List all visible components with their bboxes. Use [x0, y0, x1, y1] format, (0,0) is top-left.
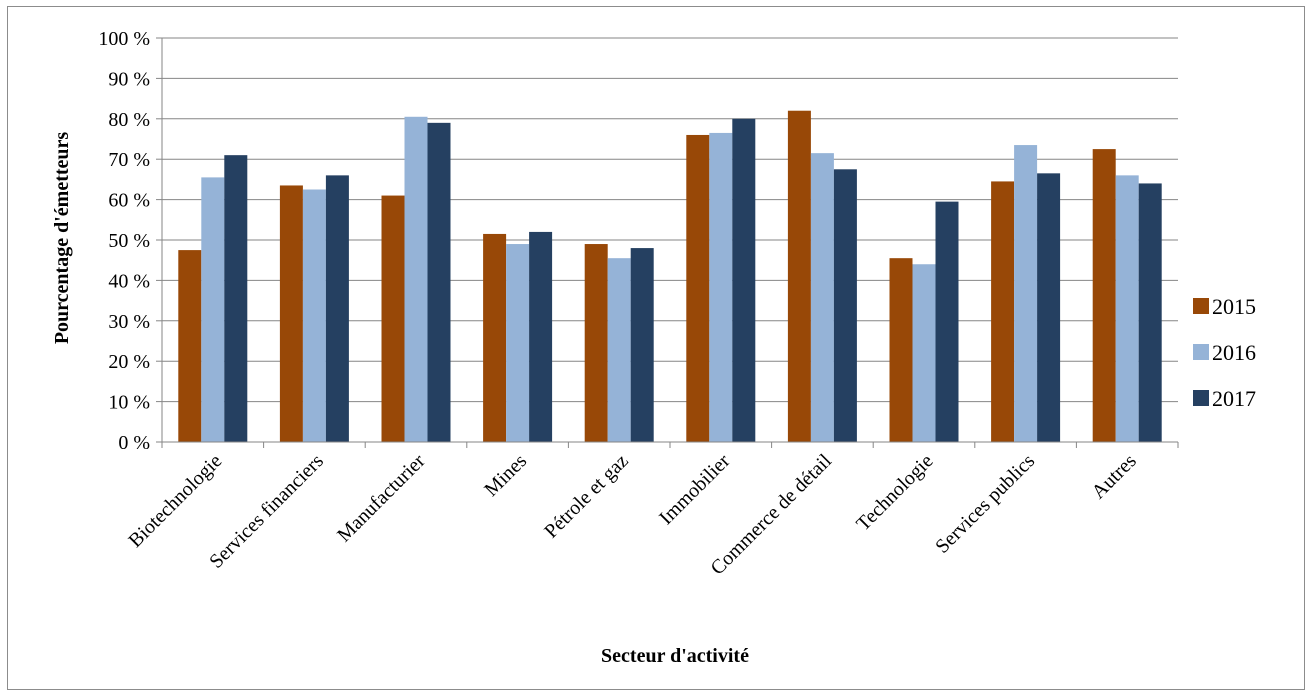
bar-2015 — [178, 250, 202, 442]
bar-2017 — [732, 118, 756, 443]
y-tick-labels: 0 % 10 % 20 % 30 % 40 % 50 % 60 % 70 % 80 % 90 % 1… — [98, 28, 150, 454]
bar-2017 — [224, 155, 248, 442]
legend: 2015 2016 2017 — [1193, 294, 1256, 411]
bar-2017 — [833, 169, 857, 443]
bar-2015 — [686, 134, 710, 442]
x-tick-label: Biotechnologie — [124, 450, 226, 552]
y-tick-label: 80 % — [108, 109, 150, 131]
legend-label-2016: 2016 — [1212, 340, 1256, 365]
bar-2016 — [404, 116, 428, 442]
bar-2016 — [709, 132, 733, 442]
x-tick-label: Immobilier — [655, 450, 734, 529]
x-tick-label: Pétrole et gaz — [540, 450, 633, 543]
bar-2015 — [991, 181, 1015, 443]
x-tick-label: Technologie — [852, 450, 937, 535]
bar-2016 — [1115, 175, 1139, 443]
bar-2016 — [302, 189, 326, 442]
y-tick-label: 70 % — [108, 149, 150, 171]
bar-2016 — [810, 153, 834, 442]
y-tick-label: 20 % — [108, 351, 150, 373]
x-tick-label: Mines — [480, 450, 531, 501]
bar-2017 — [529, 231, 553, 442]
bar-2016 — [607, 258, 631, 442]
bar-2015 — [889, 258, 913, 442]
bar-2015 — [584, 244, 608, 442]
y-tick-label: 10 % — [108, 392, 150, 414]
y-tick-label: 40 % — [108, 270, 150, 292]
x-tick-label: Services financiers — [205, 450, 328, 573]
y-tick-label: 50 % — [108, 230, 150, 252]
x-axis-title: Secteur d'activité — [601, 645, 749, 667]
y-tick-label: 30 % — [108, 311, 150, 333]
bar-2017 — [630, 248, 654, 442]
x-tick-label: Manufacturier — [333, 450, 430, 547]
bar-2015 — [1092, 149, 1116, 442]
bar-2015 — [381, 195, 405, 442]
legend-swatch-2016 — [1193, 344, 1209, 360]
bar-2017 — [427, 122, 451, 442]
axes — [156, 37, 1179, 448]
bar-2015 — [483, 233, 507, 442]
y-tick-label: 0 % — [118, 432, 150, 454]
bar-2017 — [1138, 183, 1162, 442]
legend-label-2017: 2017 — [1212, 386, 1256, 411]
bar-2015 — [279, 185, 303, 442]
bar-2016 — [201, 177, 225, 442]
bar-2015 — [787, 110, 811, 442]
y-tick-label: 100 % — [98, 28, 150, 50]
legend-swatch-2017 — [1193, 390, 1209, 406]
bar-2017 — [1037, 173, 1061, 442]
y-tick-label: 60 % — [108, 190, 150, 212]
bars — [178, 110, 1162, 443]
x-tick-label: Autres — [1087, 450, 1140, 503]
legend-label-2015: 2015 — [1212, 294, 1256, 319]
bar-2016 — [912, 264, 936, 442]
bar-2017 — [935, 201, 959, 442]
y-tick-label: 90 % — [108, 68, 150, 90]
x-tick-label: Services publics — [931, 450, 1039, 558]
bar-2016 — [1014, 145, 1038, 442]
bar-2017 — [325, 175, 349, 443]
y-axis-title: Pourcentage d'émetteurs — [51, 132, 73, 345]
bar-2016 — [506, 244, 530, 442]
legend-swatch-2015 — [1193, 298, 1209, 314]
